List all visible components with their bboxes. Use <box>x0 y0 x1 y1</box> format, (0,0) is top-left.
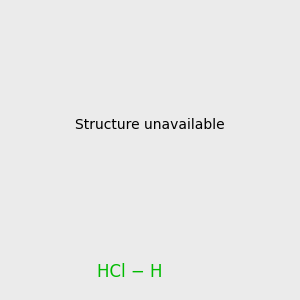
Text: Structure unavailable: Structure unavailable <box>75 118 225 132</box>
Text: HCl − H: HCl − H <box>97 263 163 281</box>
